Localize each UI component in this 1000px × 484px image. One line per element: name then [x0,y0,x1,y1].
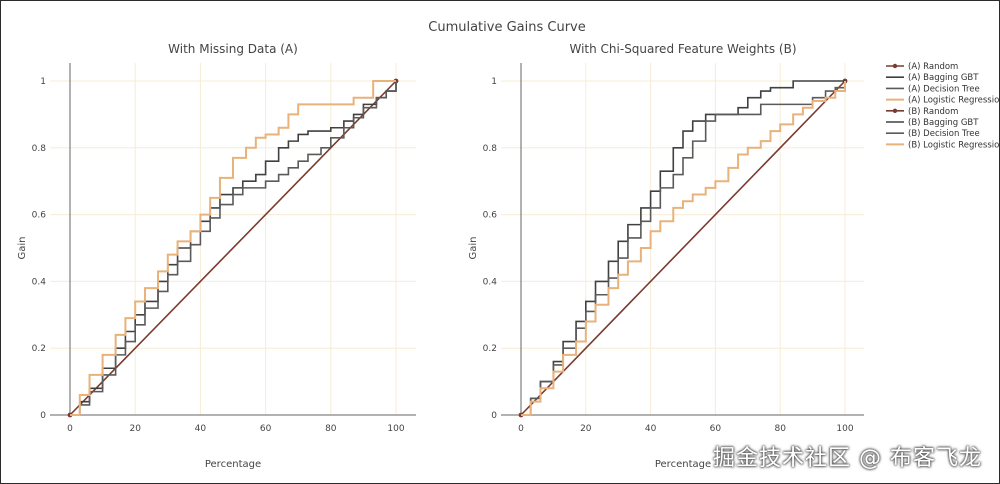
panel-chi-squared: With Chi-Squared Feature Weights (B) 0 20 4… [468,42,864,470]
legend-label: (B) Decision Tree [908,129,980,139]
y-tick-label: 1 [491,77,497,87]
y-axis-label: Gain [17,237,28,260]
legend-marker [892,108,898,114]
series-line-logistic-regression [521,81,846,416]
x-tick-label: 20 [129,424,141,434]
y-tick-label: 0.8 [32,144,47,154]
legend-label: (A) Decision Tree [908,84,980,94]
x-tick-label: 20 [580,424,592,434]
y-axis-label: Gain [468,237,479,260]
panel-subtitle: With Chi-Squared Feature Weights (B) [569,42,796,56]
legend-item[interactable]: (A) Bagging GBT [886,73,979,83]
series-line-random [520,80,846,416]
series-line-decision-tree [70,81,397,416]
panel-missing-data: With Missing Data (A) 0 20 40 60 80 100 0 0.2 0.4… [17,42,416,470]
x-tick-label: 100 [836,424,853,434]
x-tick-label: 60 [710,424,722,434]
x-tick-label: 40 [645,424,657,434]
chart-title: Cumulative Gains Curve [428,20,585,35]
legend-item[interactable]: (A) Decision Tree [886,84,980,94]
series-line-logistic-regression [70,80,396,416]
x-tick-label: 80 [774,424,786,434]
watermark: 掘金技术社区 @ 布客飞龙 [713,446,982,471]
y-tick-label: 0 [40,411,46,421]
legend-item[interactable]: (A) Logistic Regression [886,96,1000,106]
legend-label: (B) Random [908,107,958,117]
legend-label: (A) Logistic Regression [908,96,1000,106]
y-tick-label: 0.2 [483,344,497,354]
y-tick-label: 0.2 [32,344,46,354]
series-line-bagging-gbt [521,80,845,416]
legend-item[interactable]: (B) Bagging GBT [886,118,979,128]
legend-label: (A) Bagging GBT [908,73,979,83]
legend-marker [892,63,898,69]
legend-item[interactable]: (B) Random [886,107,958,117]
y-tick-label: 0 [491,411,497,421]
y-tick-label: 1 [40,77,46,87]
legend-label: (A) Random [908,62,958,72]
panel-subtitle: With Missing Data (A) [168,42,298,56]
x-tick-label: 0 [518,424,524,434]
legend-item[interactable]: (A) Random [886,62,958,72]
series-line-decision-tree [521,81,846,416]
x-tick-label: 80 [325,424,337,434]
y-tick-label: 0.4 [32,277,47,287]
legend-item[interactable]: (B) Decision Tree [886,129,980,139]
y-tick-label: 0.6 [32,211,47,221]
x-axis-label: Percentage [655,459,711,470]
legend-label: (B) Logistic Regression [908,140,1000,150]
x-tick-label: 60 [260,424,272,434]
legend-label: (B) Bagging GBT [908,118,979,128]
x-axis-label: Percentage [205,459,261,470]
legend[interactable]: (A) Random(A) Bagging GBT(A) Decision Tr… [886,62,1000,150]
x-tick-label: 40 [195,424,207,434]
x-tick-label: 100 [387,424,404,434]
series-line-random [69,80,397,416]
y-tick-label: 0.8 [483,144,498,154]
x-tick-label: 0 [67,424,73,434]
legend-item[interactable]: (B) Logistic Regression [886,140,1000,150]
y-tick-label: 0.4 [483,277,498,287]
y-tick-label: 0.6 [483,211,498,221]
